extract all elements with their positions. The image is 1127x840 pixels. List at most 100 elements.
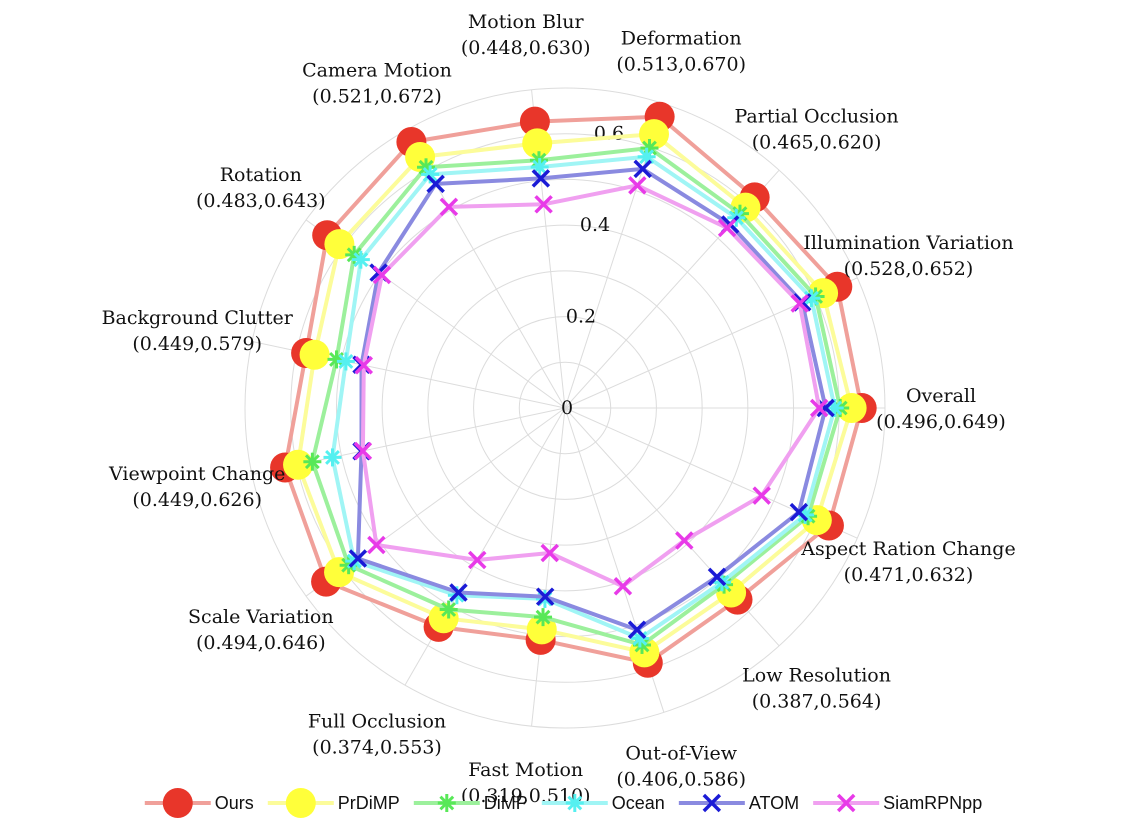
- legend-label: SiamRPNpp: [883, 793, 982, 813]
- category-label: Deformation (0.513,0.670): [616, 27, 746, 75]
- category-range: (0.374,0.553): [312, 737, 442, 759]
- data-point: [628, 176, 647, 195]
- category-label: Background Clutter (0.449,0.579): [102, 307, 294, 355]
- legend-item-ocean: Ocean: [541, 793, 665, 813]
- category-name: Partial Occlusion: [735, 106, 899, 128]
- data-point: [467, 550, 487, 570]
- legend-label: PrDiMP: [338, 793, 400, 813]
- legend-item-siamrpnpp: SiamRPNpp: [813, 793, 982, 813]
- legend-label: Ours: [215, 793, 254, 813]
- data-point: [790, 294, 809, 313]
- category-label: Motion Blur (0.448,0.630): [461, 11, 591, 59]
- series-line: [330, 154, 837, 641]
- category-name: Full Occlusion: [308, 711, 446, 733]
- legend-label: Ocean: [612, 793, 665, 813]
- data-point: [534, 608, 553, 627]
- data-point: [522, 128, 553, 159]
- data-point: [540, 543, 559, 563]
- legend-marker: [285, 788, 316, 818]
- data-point: [372, 265, 392, 285]
- category-name: Scale Variation: [188, 606, 334, 628]
- category-label: Rotation (0.483,0.643): [196, 164, 326, 212]
- data-point: [836, 393, 867, 423]
- category-range: (0.387,0.564): [752, 690, 882, 712]
- category-name: Motion Blur: [468, 11, 585, 33]
- data-point: [348, 549, 368, 568]
- data-point: [752, 486, 771, 505]
- data-point: [324, 229, 355, 260]
- category-range: (0.513,0.670): [616, 53, 746, 75]
- category-range: (0.496,0.649): [876, 411, 1006, 433]
- series-siamrpnpp: [353, 176, 829, 596]
- category-label: Illumination Variation (0.528,0.652): [803, 232, 1013, 280]
- data-point: [353, 441, 373, 461]
- grid-spoke: [531, 407, 566, 727]
- radar-series: [270, 101, 877, 678]
- series-line: [283, 114, 864, 665]
- data-point: [802, 289, 821, 308]
- radial-tick-label: 0.6: [594, 123, 624, 145]
- radial-tick-label: 0: [561, 397, 573, 419]
- data-point: [426, 174, 445, 194]
- category-label: Partial Occlusion (0.465,0.620): [735, 106, 899, 154]
- data-point: [323, 448, 342, 467]
- legend-item-ours: Ours: [144, 788, 254, 818]
- data-point: [534, 195, 553, 214]
- data-point: [825, 399, 844, 417]
- legend-marker: [162, 788, 193, 818]
- data-point: [299, 339, 330, 370]
- data-point: [449, 583, 468, 602]
- data-point: [351, 250, 370, 269]
- category-name: Rotation: [220, 164, 302, 186]
- category-name: Background Clutter: [102, 307, 294, 329]
- category-labels: Overall (0.496,0.649) Illumination Variati…: [102, 11, 1016, 807]
- legend-marker: [437, 794, 456, 812]
- data-point: [675, 531, 694, 550]
- data-point: [638, 119, 669, 150]
- legend-label: DiMP: [484, 793, 528, 813]
- category-name: Low Resolution: [742, 664, 891, 686]
- category-range: (0.471,0.632): [844, 564, 974, 586]
- data-point: [354, 355, 374, 375]
- category-name: Deformation: [621, 27, 742, 49]
- data-point: [809, 398, 829, 418]
- radial-tick-label: 0.2: [566, 306, 596, 328]
- data-point: [707, 567, 727, 587]
- category-range: (0.465,0.620): [752, 132, 882, 154]
- category-range: (0.483,0.643): [196, 190, 326, 212]
- category-name: Out-of-View: [625, 743, 737, 765]
- series-prdimp: [283, 119, 867, 668]
- category-range: (0.521,0.672): [312, 85, 442, 107]
- data-point: [439, 600, 458, 619]
- category-name: Aspect Ration Change: [800, 538, 1015, 560]
- category-range: (0.449,0.579): [132, 333, 262, 355]
- legend-label: ATOM: [749, 793, 799, 813]
- category-label: Low Resolution (0.387,0.564): [742, 664, 891, 712]
- category-label: Aspect Ration Change (0.471,0.632): [800, 538, 1015, 586]
- category-label: Viewpoint Change (0.449,0.626): [108, 463, 285, 511]
- category-range: (0.449,0.626): [132, 489, 262, 511]
- category-label: Camera Motion (0.521,0.672): [302, 59, 452, 107]
- category-name: Illumination Variation: [803, 232, 1013, 254]
- radial-tick-label: 0.4: [580, 214, 610, 236]
- data-point: [535, 587, 555, 606]
- legend-marker: [836, 793, 856, 813]
- data-point: [283, 449, 314, 480]
- data-point: [633, 159, 652, 179]
- category-label: Overall (0.496,0.649): [876, 385, 1006, 433]
- legend-marker: [565, 794, 584, 812]
- series-line: [310, 146, 843, 647]
- category-range: (0.406,0.586): [616, 769, 746, 791]
- data-point: [367, 535, 386, 555]
- series-line: [360, 183, 822, 589]
- category-label: Scale Variation (0.494,0.646): [188, 606, 334, 654]
- data-point: [531, 169, 551, 188]
- category-label: Out-of-View (0.406,0.586): [616, 743, 746, 791]
- data-point: [613, 577, 633, 596]
- data-point: [519, 106, 550, 137]
- legend-item-atom: ATOM: [678, 793, 799, 813]
- legend-item-dimp: DiMP: [413, 793, 528, 813]
- legend: Ours PrDiMP DiMP Ocean ATOM SiamRPNpp: [144, 788, 982, 818]
- category-name: Viewpoint Change: [108, 463, 285, 485]
